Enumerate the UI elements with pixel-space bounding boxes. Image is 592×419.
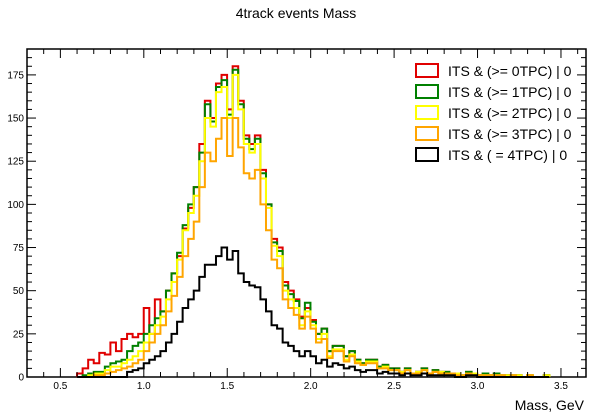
y-tick-label: 150: [7, 114, 24, 125]
legend-swatch: [415, 105, 439, 120]
legend-label: ITS & (>= 1TPC) | 0: [448, 84, 572, 100]
y-tick-label: 125: [7, 157, 24, 168]
x-tick-label: 2.0: [304, 381, 318, 392]
x-tick-label: 1.5: [220, 381, 234, 392]
x-tick-label: 0.5: [53, 381, 67, 392]
x-tick-label: 2.5: [387, 381, 401, 392]
chart-title: 4track events Mass: [236, 5, 357, 21]
x-tick-label: 3.5: [554, 381, 568, 392]
y-tick-label: 50: [13, 286, 25, 297]
series-4-line: [77, 246, 550, 378]
legend-swatch: [415, 126, 439, 141]
series-group: [76, 65, 551, 378]
legend-swatch: [415, 63, 439, 78]
legend-label: ITS & (>= 3TPC) | 0: [448, 126, 572, 142]
x-tick-label: 1.0: [137, 381, 151, 392]
axes: 0.5 1.0 1.5 2.0 2.5 3.0 3.5 0 25 50 75 100 125 150 175: [7, 49, 586, 392]
legend: ITS & (>= 0TPC) | 0 ITS & (>= 1TPC) | 0 IT…: [415, 63, 572, 163]
y-tick-label: 175: [7, 70, 24, 81]
y-tick-label: 100: [7, 200, 24, 211]
x-tick-label: 3.0: [471, 381, 485, 392]
legend-label: ITS & (>= 2TPC) | 0: [448, 105, 572, 121]
legend-swatch: [415, 84, 439, 99]
x-axis-title: Mass, GeV: [515, 397, 585, 413]
y-tick-label: 0: [18, 373, 24, 384]
legend-swatch: [415, 147, 439, 162]
series-3-line: [77, 117, 550, 378]
y-tick-label: 25: [13, 329, 25, 340]
legend-label: ITS & (>= 0TPC) | 0: [448, 63, 572, 79]
legend-label: ITS & ( = 4TPC) | 0: [448, 147, 567, 163]
y-tick-label: 75: [13, 243, 25, 254]
